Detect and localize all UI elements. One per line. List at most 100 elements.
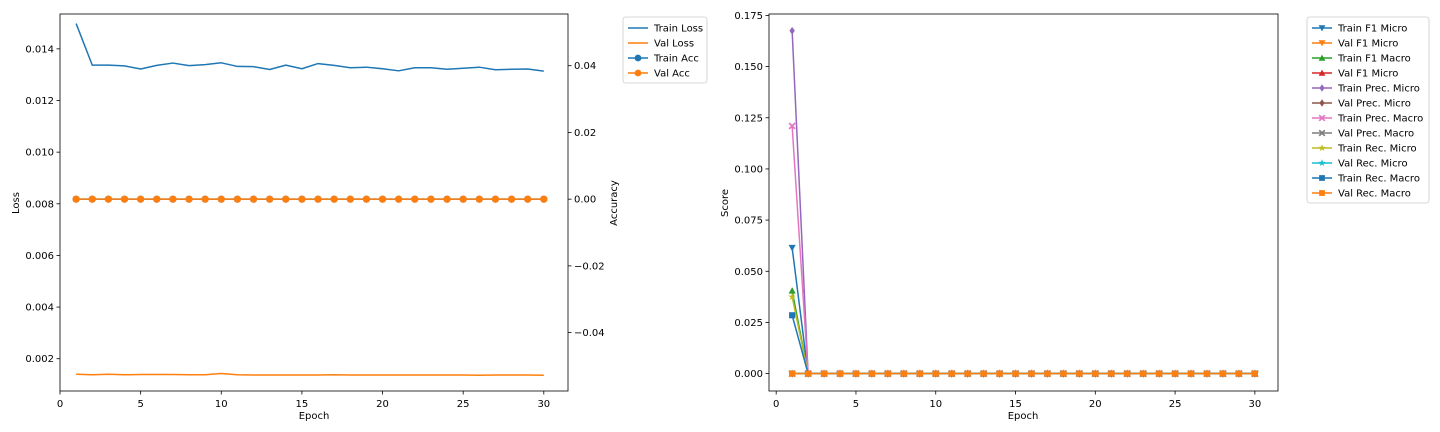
- legend-label: Train F1 Micro: [1337, 24, 1407, 35]
- y-tick-label: 0.175: [734, 11, 763, 22]
- x-tick-label: 20: [1089, 399, 1102, 410]
- series-val-acc: [72, 195, 548, 203]
- legend-marker: [1319, 84, 1325, 92]
- data-point-train-prec-micro: [789, 26, 795, 35]
- legend-marker: [1319, 175, 1325, 181]
- x-tick-label: 25: [1169, 399, 1182, 410]
- right-plot-frame: [768, 13, 1279, 392]
- legend-label: Val Loss: [654, 39, 694, 50]
- y-tick-label: 0.075: [734, 216, 763, 227]
- data-point-val-rec-macro: [1044, 370, 1051, 377]
- data-point-val-rec-macro: [1124, 370, 1131, 377]
- right-y-tick-label: −0.02: [574, 261, 605, 272]
- data-point-val-acc: [378, 195, 387, 203]
- x-tick-label: 0: [773, 399, 779, 410]
- legend-label: Train Rec. Macro: [1337, 174, 1420, 185]
- data-point-val-rec-macro: [1172, 370, 1179, 377]
- legend-label: Train Prec. Macro: [1337, 114, 1423, 125]
- data-point-val-rec-macro: [1140, 370, 1147, 377]
- data-point-val-rec-macro: [1251, 370, 1258, 377]
- data-point-val-rec-macro: [1235, 370, 1242, 377]
- y-tick-label: 0.002: [25, 354, 54, 365]
- legend-item-train-rec-macro: Train Rec. Macro: [1312, 174, 1420, 185]
- y-tick-label: 0.100: [734, 164, 763, 175]
- data-point-val-acc: [72, 195, 80, 203]
- data-point-val-acc: [104, 195, 112, 203]
- data-point-val-acc: [427, 195, 435, 203]
- data-point-val-acc: [314, 195, 322, 203]
- legend-item-val-rec-macro: Val Rec. Macro: [1312, 189, 1411, 200]
- legend-label: Val Prec. Micro: [1338, 99, 1411, 110]
- y-tick-label: 0.150: [734, 62, 763, 73]
- legend-marker: [634, 54, 642, 62]
- data-point-val-rec-macro: [820, 370, 828, 377]
- left-x-axis: 0 5 10 15 20 25 30: [57, 391, 550, 410]
- data-point-val-rec-macro: [1156, 370, 1163, 377]
- legend-marker: [1318, 54, 1326, 61]
- data-point-val-rec-macro: [1060, 370, 1067, 377]
- data-point-val-acc: [249, 195, 258, 203]
- legend-marker: [1319, 99, 1325, 107]
- data-point-val-rec-macro: [836, 370, 844, 377]
- x-tick-label: 5: [853, 399, 859, 410]
- data-point-val-acc: [330, 195, 338, 203]
- right-x-axis-label: Epoch: [1008, 411, 1039, 422]
- legend-label: Val Rec. Micro: [1338, 159, 1408, 170]
- data-point-val-acc: [137, 195, 145, 203]
- data-point-val-acc: [346, 195, 354, 203]
- legend-item-train-prec-micro: Train Prec. Micro: [1312, 84, 1420, 95]
- data-point-val-acc: [540, 195, 548, 203]
- legend-label: Val Prec. Macro: [1338, 129, 1414, 140]
- legend-label: Val F1 Micro: [1338, 69, 1398, 80]
- legend-marker: [1319, 190, 1325, 196]
- legend-label: Val Rec. Macro: [1338, 189, 1411, 200]
- series-val-rec-macro: [789, 370, 1258, 377]
- legend-label: Train Loss: [653, 24, 703, 35]
- data-point-val-acc: [411, 195, 419, 203]
- data-point-val-acc: [201, 195, 209, 203]
- legend-item-train-f1-micro: Train F1 Micro: [1312, 24, 1407, 35]
- legend-marker: [1318, 129, 1326, 137]
- data-point-val-rec-macro: [868, 370, 875, 377]
- data-point-train-rec-micro: [788, 292, 796, 301]
- y-tick-label: 0.010: [25, 148, 54, 159]
- legend-label: Train F1 Macro: [1337, 54, 1411, 65]
- data-point-val-acc: [169, 195, 177, 203]
- right-x-axis: 0 5 10 15 20 25 30: [773, 391, 1261, 410]
- x-tick-label: 10: [215, 399, 228, 410]
- data-point-val-acc: [88, 195, 96, 203]
- legend-marker: [1318, 159, 1326, 167]
- x-tick-label: 30: [537, 399, 550, 410]
- data-point-val-rec-macro: [1219, 370, 1227, 377]
- data-point-val-acc: [185, 195, 193, 203]
- data-point-val-rec-macro: [852, 370, 860, 377]
- y-tick-label: 0.006: [25, 251, 54, 262]
- right-y-axis: 0.000 0.025 0.050 0.075 0.100 0.125 0.150 0.175: [734, 11, 769, 380]
- data-point-val-rec-macro: [948, 370, 955, 377]
- left-plot-frame: [59, 13, 569, 392]
- data-point-val-rec-macro: [789, 370, 796, 377]
- y-tick-label: 0.004: [25, 303, 54, 314]
- data-point-val-rec-macro: [805, 370, 812, 377]
- left-right-y-axis-label: Accuracy: [609, 180, 620, 226]
- legend-item-val-prec-macro: Val Prec. Macro: [1312, 129, 1414, 140]
- x-tick-label: 10: [929, 399, 942, 410]
- y-tick-label: 0.000: [734, 369, 763, 380]
- data-point-val-rec-macro: [980, 370, 987, 377]
- data-point-val-acc: [459, 195, 467, 203]
- legend-label: Train Prec. Micro: [1337, 84, 1420, 95]
- data-point-val-acc: [491, 195, 500, 203]
- legend-marker: [634, 69, 642, 77]
- legend-item-train-f1-macro: Train F1 Macro: [1312, 54, 1411, 65]
- left-y-axis-label: Loss: [11, 192, 22, 214]
- series-val-loss: [76, 372, 544, 376]
- x-tick-label: 30: [1248, 399, 1261, 410]
- data-point-val-rec-macro: [1203, 370, 1211, 377]
- legend-label: Val F1 Micro: [1338, 39, 1398, 50]
- loss-accuracy-chart: 0 5 10 15 20 25 30 0.0020.0040.0060.0080.0100.…: [11, 13, 708, 422]
- legend-label: Val Acc: [654, 69, 690, 80]
- y-tick-label: 0.008: [25, 199, 54, 210]
- data-point-val-acc: [395, 195, 403, 203]
- data-point-val-rec-macro: [1076, 370, 1083, 377]
